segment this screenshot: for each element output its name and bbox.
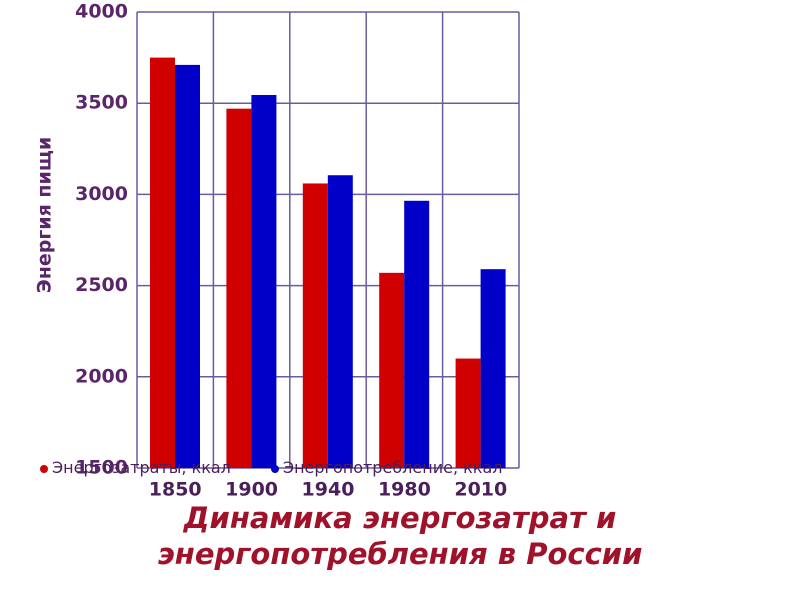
chart-title: Динамика энергозатрат и энергопотреблени… [157,501,643,571]
bar [150,57,175,468]
legend-item: Энергопотребление, ккал [270,458,503,477]
bar [302,183,328,468]
y-tick-label: 2000 [75,365,128,387]
legend: Энергозатраты, ккал Энергопотребление, кк… [40,458,690,478]
y-axis-label: Энергия пищи [34,137,56,293]
bar [175,64,200,469]
x-tick-label: 1980 [378,479,431,501]
bar [379,272,405,468]
x-tick-label: 1850 [149,479,202,501]
y-tick-label: 4000 [75,1,128,23]
bar [480,269,506,468]
x-tick-label: 1940 [302,479,355,501]
x-tick-label: 1900 [225,479,278,501]
legend-marker [270,464,279,473]
bar [404,200,430,468]
bar [226,108,252,468]
bar [251,94,277,468]
bar [455,358,481,468]
legend-label: Энергозатраты, ккал [52,458,231,477]
y-tick-label: 3500 [75,92,128,114]
bar [327,175,353,469]
legend-label: Энергопотребление, ккал [282,458,503,477]
x-tick-label: 2010 [454,479,507,501]
y-tick-label: 1500 [75,457,128,479]
y-tick-label: 3000 [75,183,128,205]
legend-item: Энергозатраты, ккал [40,458,231,477]
y-tick-label: 2500 [75,274,128,296]
legend-marker [40,464,48,473]
